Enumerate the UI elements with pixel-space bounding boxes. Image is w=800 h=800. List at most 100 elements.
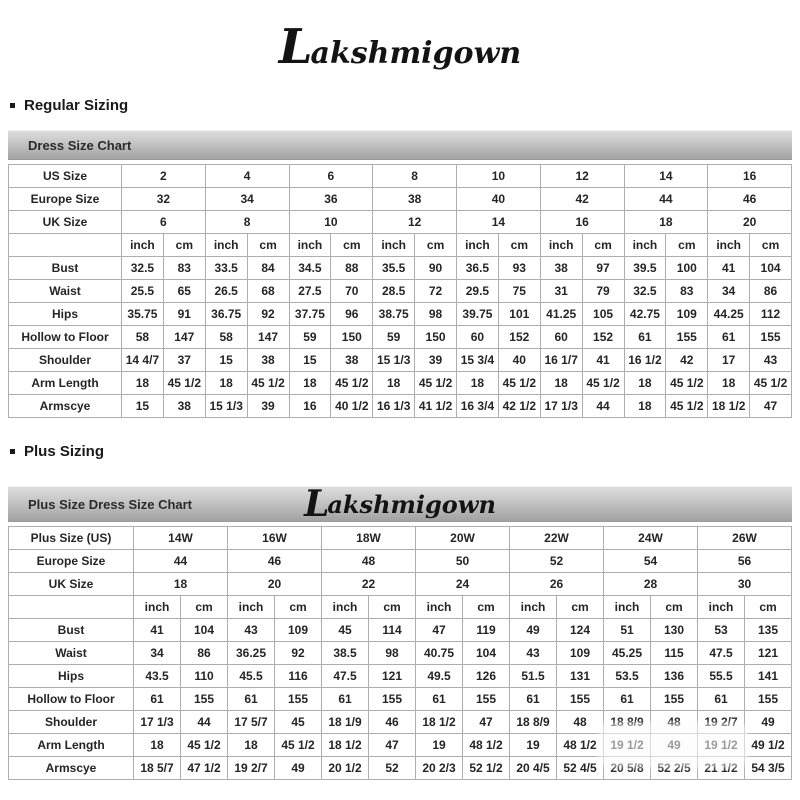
measurement-cell: 19 2/7 [697, 710, 745, 734]
measurement-cell: 26.5 [204, 279, 248, 303]
row-label: Armscye [8, 394, 122, 418]
size-cell: 10 [456, 164, 541, 188]
measurement-cell: 104 [180, 618, 228, 642]
measurement-cell: 16 1/7 [539, 348, 583, 372]
row-label: Shoulder [8, 710, 134, 734]
measurement-cell: 97 [581, 256, 625, 280]
row-label: Hollow to Floor [8, 687, 134, 711]
size-cell: 20W [415, 526, 510, 550]
measurement-cell: 45.5 [227, 664, 275, 688]
row-label: Hips [8, 302, 122, 326]
measurement-cell: 61 [603, 687, 651, 711]
size-cell: 6 [121, 210, 206, 234]
row-label [8, 233, 122, 257]
measurement-cell: 90 [414, 256, 457, 280]
measurement-cell: 130 [650, 618, 698, 642]
measurement-cell: 45 1/2 [180, 733, 228, 757]
measurement-cell: 40 1/2 [330, 394, 374, 418]
measurement-cell: 93 [497, 256, 541, 280]
measurement-cell: 116 [274, 664, 322, 688]
measurement-cell: 61 [133, 687, 181, 711]
measurement-cell: 150 [414, 325, 457, 349]
unit-cell: cm [462, 595, 510, 619]
measurement-cell: 98 [368, 641, 416, 665]
measurement-cell: 39.75 [456, 302, 499, 326]
unit-cell: cm [749, 233, 792, 257]
measurement-row: Bust 41 104 43 109 45 114 47 119 49 124 51 130 53 135 [8, 618, 792, 642]
measurement-cell: 18 [133, 733, 181, 757]
measurement-cell: 19 1/2 [603, 733, 651, 757]
measurement-cell: 58 [121, 325, 164, 349]
unit-cell: inch [539, 233, 583, 257]
measurement-cell: 14 4/7 [121, 348, 164, 372]
unit-cell: cm [162, 233, 206, 257]
measurement-cell: 155 [180, 687, 228, 711]
size-cell: 16 [707, 164, 792, 188]
unit-cell: inch [321, 595, 369, 619]
measurement-row: Waist 25.5 65 26.5 68 27.5 70 28.5 72 29.5 75 31 79 3… [8, 279, 792, 303]
size-cell: 28 [603, 572, 698, 596]
row-label: UK Size [8, 210, 122, 234]
size-cell: 12 [539, 164, 625, 188]
measurement-cell: 35.75 [121, 302, 164, 326]
measurement-cell: 18 8/9 [509, 710, 557, 734]
size-cell: 46 [227, 549, 322, 573]
measurement-cell: 47 1/2 [180, 756, 228, 780]
measurement-cell: 45 [321, 618, 369, 642]
measurement-cell: 96 [330, 302, 374, 326]
measurement-cell: 36.75 [204, 302, 248, 326]
measurement-cell: 52 4/5 [556, 756, 604, 780]
plus-size-table: Plus Size (US) 14W 16W 18W 20W 22W 24W 26W Europ… [8, 526, 792, 780]
measurement-cell: 45 1/2 [414, 371, 457, 395]
measurement-cell: 68 [246, 279, 290, 303]
measurement-cell: 152 [581, 325, 625, 349]
unit-cell: cm [497, 233, 541, 257]
measurement-cell: 36.25 [227, 641, 275, 665]
measurement-cell: 155 [744, 687, 792, 711]
row-label: Shoulder [8, 348, 122, 372]
size-cell: 2 [121, 164, 206, 188]
measurement-cell: 45 1/2 [581, 371, 625, 395]
measurement-cell: 55.5 [697, 664, 745, 688]
measurement-cell: 47 [749, 394, 792, 418]
measurement-cell: 18 [121, 371, 164, 395]
size-row: Europe Size 44 46 48 50 52 54 56 [8, 549, 792, 573]
measurement-cell: 61 [623, 325, 667, 349]
regular-sizing-heading: Regular Sizing [10, 97, 800, 114]
measurement-cell: 18 [456, 371, 499, 395]
size-cell: 8 [204, 210, 290, 234]
measurement-cell: 150 [330, 325, 374, 349]
size-cell: 8 [372, 164, 457, 188]
size-row: US Size 2 4 6 8 10 12 14 16 [8, 164, 792, 188]
regular-chart-title: Dress Size Chart [28, 137, 132, 153]
unit-cell: inch [133, 595, 181, 619]
measurement-cell: 20 1/2 [321, 756, 369, 780]
measurement-cell: 152 [497, 325, 541, 349]
measurement-cell: 31 [539, 279, 583, 303]
measurement-cell: 18 [707, 371, 751, 395]
measurement-cell: 155 [274, 687, 322, 711]
unit-cell: inch [121, 233, 164, 257]
row-label: Bust [8, 618, 134, 642]
measurement-cell: 34 [133, 641, 181, 665]
measurement-cell: 17 [707, 348, 751, 372]
measurement-cell: 45 1/2 [665, 371, 709, 395]
measurement-cell: 155 [665, 325, 709, 349]
measurement-cell: 49.5 [415, 664, 463, 688]
measurement-cell: 155 [749, 325, 792, 349]
size-cell: 24 [415, 572, 510, 596]
measurement-cell: 15 [121, 394, 164, 418]
measurement-cell: 17 5/7 [227, 710, 275, 734]
measurement-cell: 53.5 [603, 664, 651, 688]
measurement-cell: 18 [288, 371, 332, 395]
size-cell: 14 [623, 164, 709, 188]
measurement-cell: 61 [415, 687, 463, 711]
measurement-cell: 92 [246, 302, 290, 326]
measurement-cell: 61 [227, 687, 275, 711]
size-cell: 54 [603, 549, 698, 573]
measurement-cell: 105 [581, 302, 625, 326]
unit-cell: inch [603, 595, 651, 619]
measurement-cell: 61 [321, 687, 369, 711]
measurement-cell: 18 1/9 [321, 710, 369, 734]
measurement-cell: 47 [415, 618, 463, 642]
